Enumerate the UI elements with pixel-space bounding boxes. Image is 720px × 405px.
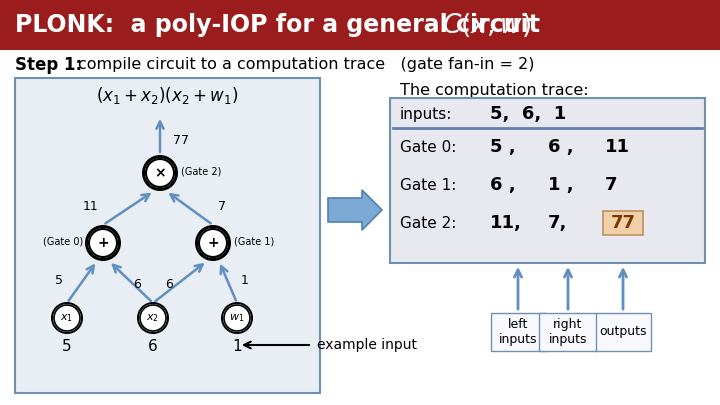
Text: The computation trace:: The computation trace: <box>400 83 589 98</box>
Text: ×: × <box>154 166 166 180</box>
Text: PLONK:  a poly-IOP for a general circuit: PLONK: a poly-IOP for a general circuit <box>15 13 557 37</box>
FancyBboxPatch shape <box>539 313 597 351</box>
Text: Step 1:: Step 1: <box>15 56 82 74</box>
Text: 1 ,: 1 , <box>548 176 574 194</box>
Circle shape <box>85 225 121 261</box>
Text: inputs:: inputs: <box>400 107 452 121</box>
Circle shape <box>53 304 81 332</box>
Text: 6 ,: 6 , <box>548 138 574 156</box>
Text: $x_1$: $x_1$ <box>60 312 73 324</box>
Text: compile circuit to a computation trace   (gate fan-in = 2): compile circuit to a computation trace (… <box>78 58 534 72</box>
Text: 5 ,: 5 , <box>490 138 516 156</box>
Text: 5,  6,  1: 5, 6, 1 <box>490 105 566 123</box>
Text: example input: example input <box>317 338 417 352</box>
Text: 1: 1 <box>232 339 242 354</box>
Circle shape <box>145 158 175 188</box>
Text: $C(x,w)$: $C(x,w)$ <box>442 11 531 39</box>
FancyBboxPatch shape <box>603 211 643 235</box>
Text: 6: 6 <box>165 278 173 291</box>
Circle shape <box>137 302 169 334</box>
Text: $(x_1 + x_2)(x_2 + w_1)$: $(x_1 + x_2)(x_2 + w_1)$ <box>96 85 238 107</box>
Text: 6: 6 <box>133 278 141 291</box>
Circle shape <box>195 225 231 261</box>
FancyArrow shape <box>328 190 382 230</box>
Text: left
inputs: left inputs <box>499 318 537 346</box>
Circle shape <box>139 304 167 332</box>
FancyBboxPatch shape <box>15 78 320 393</box>
Text: Gate 2:: Gate 2: <box>400 215 456 230</box>
Circle shape <box>223 304 251 332</box>
Circle shape <box>198 228 228 258</box>
Text: 6: 6 <box>148 339 158 354</box>
Text: 7: 7 <box>218 200 226 213</box>
Text: 7,: 7, <box>548 214 567 232</box>
Text: (Gate 1): (Gate 1) <box>234 237 274 247</box>
Text: (Gate 0): (Gate 0) <box>42 237 83 247</box>
FancyBboxPatch shape <box>595 313 650 351</box>
Text: $w_1$: $w_1$ <box>230 312 245 324</box>
Text: 11,: 11, <box>490 214 522 232</box>
Text: Gate 0:: Gate 0: <box>400 139 456 154</box>
Text: +: + <box>97 236 109 250</box>
Circle shape <box>88 228 118 258</box>
Circle shape <box>142 155 178 191</box>
Circle shape <box>51 302 83 334</box>
Text: 5: 5 <box>62 339 72 354</box>
Text: 11: 11 <box>605 138 630 156</box>
Text: 1: 1 <box>241 274 249 287</box>
Text: 77: 77 <box>173 134 189 147</box>
Text: 7: 7 <box>605 176 618 194</box>
Text: 5: 5 <box>55 274 63 287</box>
Circle shape <box>221 302 253 334</box>
Text: Gate 1:: Gate 1: <box>400 177 456 192</box>
FancyBboxPatch shape <box>490 313 546 351</box>
Bar <box>0 0 720 50</box>
Text: 77: 77 <box>611 214 636 232</box>
Text: 11: 11 <box>82 200 98 213</box>
Text: +: + <box>207 236 219 250</box>
FancyBboxPatch shape <box>390 98 705 263</box>
Text: $x_2$: $x_2$ <box>146 312 160 324</box>
Text: outputs: outputs <box>599 326 647 339</box>
Text: right
inputs: right inputs <box>549 318 588 346</box>
Text: (Gate 2): (Gate 2) <box>181 167 221 177</box>
Text: 6 ,: 6 , <box>490 176 516 194</box>
